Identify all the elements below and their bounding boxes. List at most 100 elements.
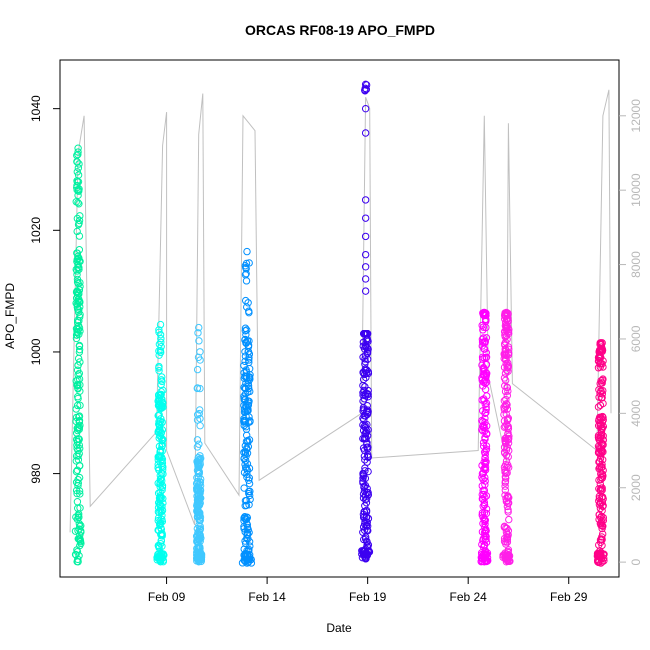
data-point (599, 436, 607, 444)
data-point (241, 449, 250, 457)
data-point (478, 469, 487, 478)
data-point (157, 531, 166, 540)
data-point (155, 367, 163, 375)
data-point (599, 399, 607, 408)
y-tick-label: 980 (29, 463, 43, 483)
data-point (197, 494, 205, 502)
data-point (597, 425, 605, 434)
data-point (72, 198, 80, 206)
data-point (72, 457, 80, 465)
y-axis-left: 980 1000 1020 1040 (29, 95, 60, 484)
data-point (244, 299, 252, 307)
data-point (483, 392, 491, 400)
data-point (75, 462, 84, 470)
data-point (480, 516, 489, 524)
x-tick-label: Feb 14 (248, 590, 286, 604)
data-point (501, 422, 510, 431)
y-tick-label: 1040 (29, 95, 43, 122)
data-point (360, 513, 368, 521)
data-point (500, 537, 509, 546)
data-point (192, 532, 201, 540)
data-point (246, 487, 254, 496)
data-point (245, 413, 253, 421)
data-point (482, 442, 491, 450)
data-point (75, 423, 84, 432)
data-point (502, 494, 510, 503)
data-point (481, 480, 489, 489)
data-point (478, 396, 486, 404)
data-point (361, 491, 370, 499)
data-point (364, 426, 372, 434)
data-point (363, 484, 371, 493)
data-point (503, 524, 511, 533)
data-point (245, 397, 253, 405)
data-point (501, 479, 509, 487)
data-point (73, 183, 81, 192)
data-point (155, 351, 163, 359)
data-point (195, 498, 203, 506)
data-point (504, 422, 512, 431)
y-tick-label: 1020 (29, 217, 43, 244)
data-point (76, 278, 84, 287)
data-point (244, 476, 253, 484)
data-point (503, 530, 511, 539)
data-point (156, 476, 165, 484)
data-point (364, 452, 372, 461)
data-point (502, 457, 511, 465)
data-point (360, 452, 369, 460)
data-point (502, 497, 511, 506)
data-point (156, 320, 165, 329)
data-point (74, 252, 82, 261)
data-point (598, 533, 606, 541)
data-point (502, 359, 511, 368)
data-point (504, 345, 513, 353)
x-tick-label: Feb 24 (450, 590, 488, 604)
data-point (73, 267, 81, 275)
altitude-line (69, 89, 612, 533)
data-point (501, 438, 510, 447)
data-point (72, 486, 81, 495)
data-point (75, 513, 83, 521)
data-point (155, 362, 163, 371)
data-point (482, 408, 490, 417)
data-point (360, 370, 369, 379)
data-point (363, 526, 371, 534)
data-point (478, 426, 486, 434)
flight-series-1 (71, 144, 85, 566)
data-point (502, 451, 511, 459)
data-point (240, 454, 248, 462)
data-point (241, 514, 249, 522)
data-point (155, 394, 163, 402)
data-point (76, 538, 85, 546)
data-point (595, 485, 603, 493)
data-point (75, 257, 83, 265)
data-point (363, 439, 371, 447)
data-point (242, 330, 250, 339)
data-point (361, 250, 370, 259)
data-point (193, 506, 202, 514)
data-point (240, 484, 248, 492)
y2-tick-label: 2000 (629, 474, 643, 501)
data-point (597, 379, 606, 387)
data-point (503, 469, 511, 477)
data-point (360, 520, 369, 528)
data-point (75, 246, 84, 254)
data-point (595, 511, 604, 519)
data-point (595, 458, 603, 466)
data-point (481, 426, 489, 435)
data-point (73, 548, 82, 556)
data-point (501, 554, 509, 563)
data-point (364, 526, 372, 535)
data-point (243, 531, 251, 539)
data-point (241, 335, 249, 344)
chart-title: ORCAS RF08-19 APO_FMPD (245, 22, 435, 38)
data-point (76, 522, 84, 531)
data-point (240, 401, 248, 410)
flight-series-3 (192, 323, 206, 566)
apo-fmpd-series (71, 80, 608, 567)
data-point (242, 269, 250, 278)
data-point (73, 401, 82, 410)
data-point (73, 168, 82, 176)
data-point (479, 442, 488, 450)
